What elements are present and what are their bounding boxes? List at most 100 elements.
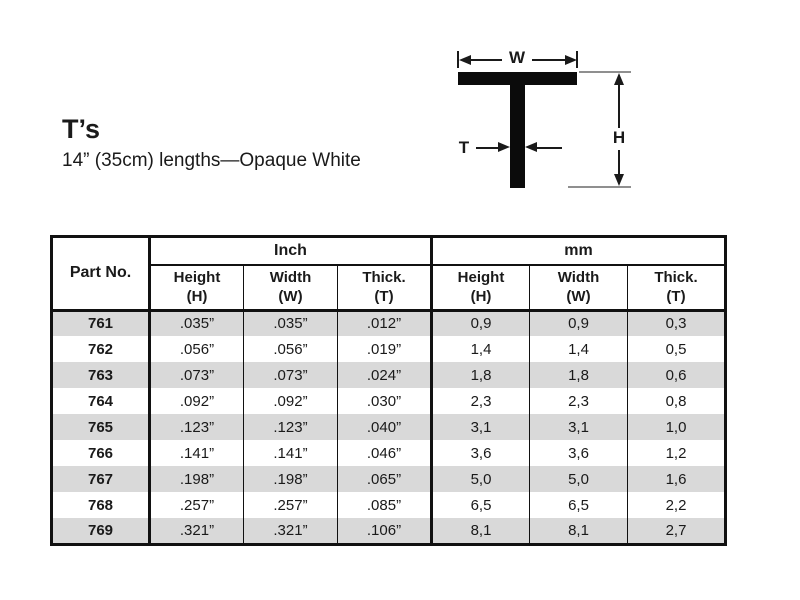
mm-height-cell: 6,5 [431, 492, 530, 518]
col-header-line1: Thick. [654, 268, 698, 286]
inch-thick-cell: .019” [337, 336, 433, 362]
width-dim-label: W [508, 48, 526, 67]
inch-width-cell: .198” [243, 466, 338, 492]
inch-thick-cell: .085” [337, 492, 433, 518]
inch-width-cell: .056” [243, 336, 338, 362]
t-stem-shape [510, 85, 525, 188]
mm-width-cell: 1,4 [529, 336, 628, 362]
col-header-line1: Height [173, 268, 221, 286]
col-header-line2: (H) [470, 288, 492, 305]
inch-height-cell: .056” [149, 336, 244, 362]
table-row: 761 .035” .035” .012” 0,9 0,9 0,3 [51, 310, 726, 336]
mm-height-cell: 8,1 [431, 518, 530, 544]
inch-height-cell: .035” [149, 310, 244, 336]
inch-thick-cell: .106” [337, 518, 433, 544]
inch-height-cell: .198” [149, 466, 244, 492]
mm-height-cell: 1,4 [431, 336, 530, 362]
part-no-cell: 766 [51, 440, 151, 466]
col-header-line1: Width [269, 268, 312, 286]
inch-height-cell: .321” [149, 518, 244, 544]
height-arrow-down-icon [614, 174, 624, 186]
col-header-line2: (H) [186, 288, 208, 305]
col-group-mm: mm [431, 236, 726, 266]
mm-height-cell: 3,6 [431, 440, 530, 466]
col-header-line2: (T) [374, 288, 394, 305]
col-header-line1: Width [557, 268, 600, 286]
t-flange-shape [458, 72, 577, 85]
mm-width-cell: 2,3 [529, 388, 628, 414]
inch-thick-cell: .030” [337, 388, 433, 414]
col-header-line2: (W) [566, 288, 591, 305]
col-header-line1: Height [457, 268, 505, 286]
height-extension-line-bottom [568, 186, 631, 188]
width-dim-line-left [470, 59, 502, 61]
mm-thick-cell: 0,5 [627, 336, 726, 362]
mm-width-cell: 0,9 [529, 310, 628, 336]
inch-height-cell: .141” [149, 440, 244, 466]
col-header-line1: Thick. [362, 268, 406, 286]
mm-thick-cell: 0,3 [627, 310, 726, 336]
mm-width-cell: 6,5 [529, 492, 628, 518]
mm-thick-cell: 0,6 [627, 362, 726, 388]
mm-thick-cell: 2,2 [627, 492, 726, 518]
width-arrow-left-icon [459, 55, 471, 65]
thickness-arrow-right-icon [498, 142, 510, 152]
mm-width-cell: 3,6 [529, 440, 628, 466]
inch-height-cell: .123” [149, 414, 244, 440]
inch-height-cell: .257” [149, 492, 244, 518]
part-no-cell: 765 [51, 414, 151, 440]
col-header-line2: (W) [278, 288, 303, 305]
part-no-cell: 769 [51, 518, 151, 544]
spec-table-header: Part No. Inch mm Height (H) Width (W) Th… [51, 236, 726, 312]
table-row: 764 .092” .092” .030” 2,3 2,3 0,8 [51, 388, 726, 414]
mm-width-cell: 5,0 [529, 466, 628, 492]
inch-width-cell: .123” [243, 414, 338, 440]
width-dim-line-right [532, 59, 565, 61]
thickness-dim-line-left [476, 147, 500, 149]
mm-height-cell: 2,3 [431, 388, 530, 414]
table-row: 763 .073” .073” .024” 1,8 1,8 0,6 [51, 362, 726, 388]
height-dim-label: H [612, 128, 626, 147]
table-row: 768 .257” .257” .085” 6,5 6,5 2,2 [51, 492, 726, 518]
inch-thick-cell: .040” [337, 414, 433, 440]
inch-width-cell: .321” [243, 518, 338, 544]
table-row: 762 .056” .056” .019” 1,4 1,4 0,5 [51, 336, 726, 362]
width-arrow-right-icon [565, 55, 577, 65]
width-dim-tick-left [457, 51, 459, 68]
mm-thick-cell: 1,6 [627, 466, 726, 492]
table-row: 766 .141” .141” .046” 3,6 3,6 1,2 [51, 440, 726, 466]
mm-height-cell: 0,9 [431, 310, 530, 336]
col-header-mm-thick: Thick. (T) [627, 264, 726, 312]
inch-width-cell: .092” [243, 388, 338, 414]
mm-height-cell: 1,8 [431, 362, 530, 388]
inch-width-cell: .073” [243, 362, 338, 388]
page-subtitle: 14” (35cm) lengths—Opaque White [62, 150, 361, 171]
mm-height-cell: 3,1 [431, 414, 530, 440]
col-header-inch-thick: Thick. (T) [337, 264, 433, 312]
inch-thick-cell: .012” [337, 310, 433, 336]
mm-width-cell: 8,1 [529, 518, 628, 544]
mm-thick-cell: 1,0 [627, 414, 726, 440]
mm-width-cell: 1,8 [529, 362, 628, 388]
mm-thick-cell: 0,8 [627, 388, 726, 414]
spec-table-body: 761 .035” .035” .012” 0,9 0,9 0,3 762 .0… [51, 310, 726, 544]
spec-table: Part No. Inch mm Height (H) Width (W) Th… [50, 235, 727, 546]
height-extension-line-top [579, 71, 631, 73]
table-row: 765 .123” .123” .040” 3,1 3,1 1,0 [51, 414, 726, 440]
inch-height-cell: .073” [149, 362, 244, 388]
height-dim-line-lower [618, 150, 620, 176]
mm-height-cell: 5,0 [431, 466, 530, 492]
col-header-mm-height: Height (H) [431, 264, 530, 312]
page-title: T’s [62, 114, 101, 144]
part-no-cell: 763 [51, 362, 151, 388]
table-row: 769 .321” .321” .106” 8,1 8,1 2,7 [51, 518, 726, 544]
part-no-cell: 768 [51, 492, 151, 518]
col-header-inch-height: Height (H) [149, 264, 244, 312]
thickness-dim-line-right [536, 147, 562, 149]
thickness-arrow-left-icon [525, 142, 537, 152]
inch-thick-cell: .024” [337, 362, 433, 388]
inch-width-cell: .257” [243, 492, 338, 518]
col-header-mm-width: Width (W) [529, 264, 628, 312]
mm-width-cell: 3,1 [529, 414, 628, 440]
